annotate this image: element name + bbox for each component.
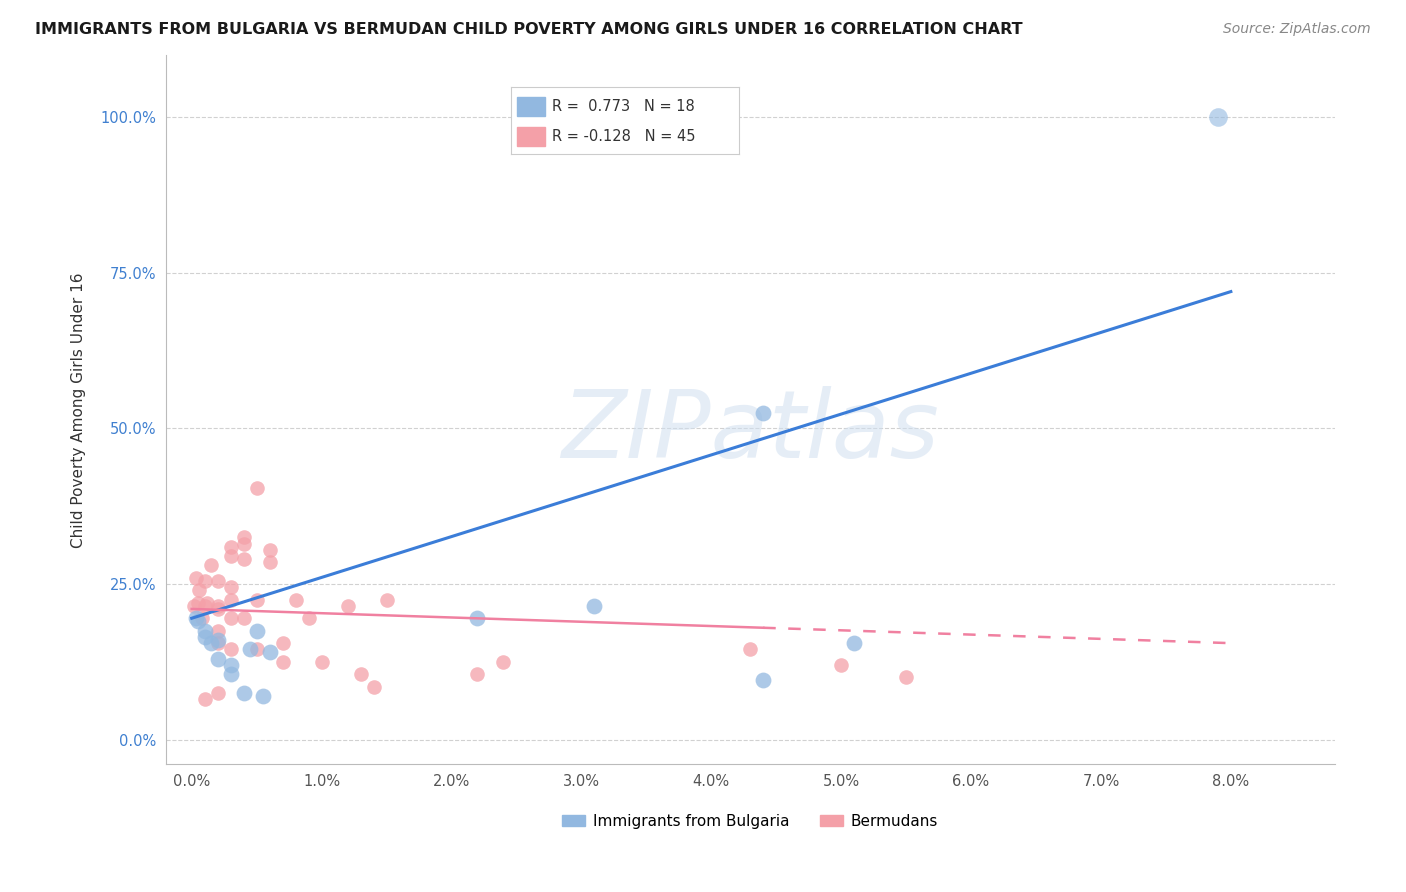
Point bbox=[207, 651, 229, 665]
Point bbox=[219, 540, 242, 554]
Point bbox=[246, 481, 269, 495]
Point bbox=[311, 655, 333, 669]
Point bbox=[271, 636, 294, 650]
Point bbox=[246, 624, 269, 638]
Point bbox=[194, 624, 217, 638]
Point bbox=[194, 692, 217, 706]
Point bbox=[830, 657, 852, 672]
Point bbox=[187, 615, 209, 629]
Point bbox=[246, 592, 269, 607]
Point bbox=[207, 686, 229, 700]
Point bbox=[188, 583, 211, 598]
Point bbox=[297, 611, 319, 625]
Point bbox=[239, 642, 262, 657]
Point bbox=[194, 574, 217, 588]
Point bbox=[187, 596, 209, 610]
Point bbox=[363, 680, 385, 694]
Point bbox=[349, 667, 371, 681]
Point bbox=[183, 599, 205, 613]
Point bbox=[583, 599, 606, 613]
Text: IMMIGRANTS FROM BULGARIA VS BERMUDAN CHILD POVERTY AMONG GIRLS UNDER 16 CORRELAT: IMMIGRANTS FROM BULGARIA VS BERMUDAN CHI… bbox=[35, 22, 1022, 37]
Point bbox=[252, 689, 274, 703]
Point bbox=[207, 636, 229, 650]
Point bbox=[894, 670, 917, 684]
Point bbox=[752, 406, 775, 420]
Point bbox=[207, 574, 229, 588]
Point bbox=[232, 536, 254, 550]
Text: Source: ZipAtlas.com: Source: ZipAtlas.com bbox=[1223, 22, 1371, 37]
Point bbox=[467, 611, 489, 625]
Point bbox=[219, 580, 242, 594]
Point bbox=[467, 667, 489, 681]
Point bbox=[246, 642, 269, 657]
Point bbox=[207, 633, 229, 648]
Point bbox=[232, 530, 254, 544]
Text: ZIPatlas: ZIPatlas bbox=[561, 385, 939, 476]
Point bbox=[207, 602, 229, 616]
Point bbox=[271, 655, 294, 669]
Point bbox=[492, 655, 515, 669]
Point bbox=[207, 624, 229, 638]
Point bbox=[194, 630, 217, 644]
Y-axis label: Child Poverty Among Girls Under 16: Child Poverty Among Girls Under 16 bbox=[72, 272, 86, 548]
Point bbox=[259, 555, 281, 569]
Point bbox=[200, 636, 222, 650]
Point bbox=[200, 558, 222, 573]
Point bbox=[752, 673, 775, 688]
Point bbox=[219, 642, 242, 657]
Point bbox=[219, 657, 242, 672]
Point bbox=[1206, 111, 1229, 125]
Point bbox=[219, 549, 242, 563]
Point bbox=[336, 599, 359, 613]
Point bbox=[259, 542, 281, 557]
Point bbox=[219, 611, 242, 625]
Point bbox=[184, 571, 207, 585]
Point bbox=[844, 636, 866, 650]
Point bbox=[375, 592, 398, 607]
Point bbox=[195, 596, 218, 610]
Legend: Immigrants from Bulgaria, Bermudans: Immigrants from Bulgaria, Bermudans bbox=[557, 807, 943, 835]
Point bbox=[207, 599, 229, 613]
Point bbox=[184, 611, 207, 625]
Point bbox=[194, 599, 217, 613]
Point bbox=[259, 645, 281, 659]
Point bbox=[232, 686, 254, 700]
Point bbox=[191, 611, 214, 625]
Point bbox=[219, 592, 242, 607]
Point bbox=[740, 642, 762, 657]
Point bbox=[219, 667, 242, 681]
Point bbox=[232, 611, 254, 625]
Point bbox=[284, 592, 307, 607]
Point bbox=[232, 552, 254, 566]
